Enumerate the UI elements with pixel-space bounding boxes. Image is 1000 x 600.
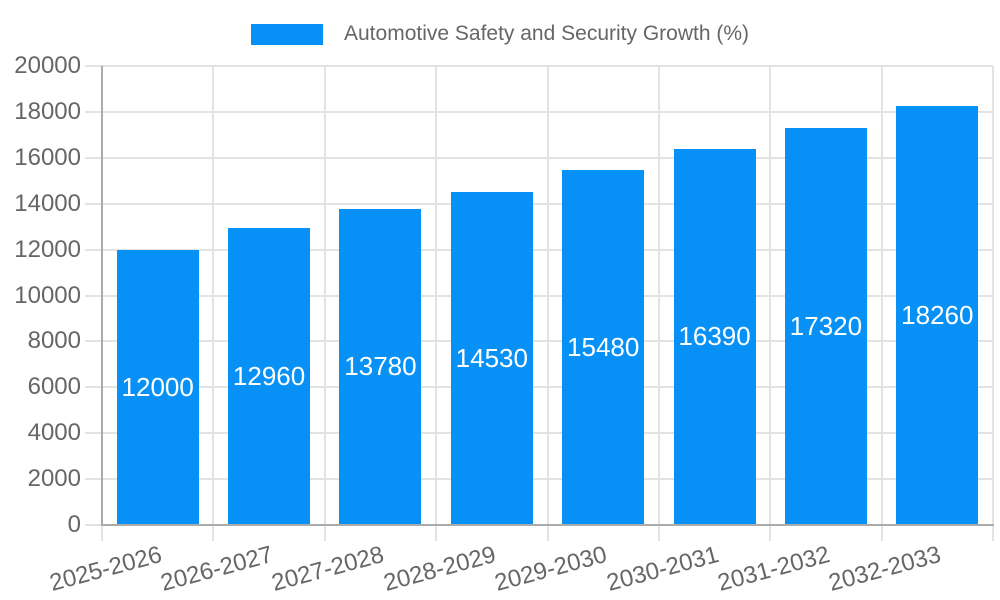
y-tick <box>85 478 102 481</box>
y-axis-tick-label: 8000 <box>27 327 81 355</box>
legend-swatch <box>251 23 323 45</box>
plot-area: 0 2000 4000 6000 8000 10000 12000 14000 16000 180… <box>14 52 994 597</box>
bar[interactable]: 16390 <box>673 148 756 525</box>
y-tick <box>85 386 102 389</box>
y-axis-tick-label: 0 <box>67 511 81 538</box>
x-tick <box>212 525 215 541</box>
x-gridline <box>323 66 326 525</box>
bar[interactable]: 17320 <box>784 127 867 525</box>
bar-value-label: 17320 <box>789 310 863 341</box>
y-axis-tick-label: 10000 <box>14 281 81 309</box>
x-gridline <box>435 66 438 525</box>
y-axis-tick-label: 4000 <box>27 419 81 447</box>
y-tick <box>85 294 102 297</box>
y-axis-tick-label: 14000 <box>14 189 81 217</box>
y-tick <box>85 202 102 205</box>
x-tick <box>435 525 438 541</box>
bar-value-label: 12000 <box>121 371 194 402</box>
legend-label: Automotive Safety and Security Growth (%… <box>344 22 749 45</box>
x-axis-line <box>101 524 994 526</box>
bar[interactable]: 15480 <box>562 169 645 525</box>
x-gridline <box>657 66 660 525</box>
x-gridline <box>992 66 994 525</box>
y-tick <box>85 524 102 526</box>
y-axis-line <box>101 66 103 526</box>
y-tick <box>85 156 102 159</box>
bar[interactable]: 12960 <box>228 227 311 525</box>
x-gridline <box>546 66 549 525</box>
y-tick <box>85 110 102 113</box>
x-gridline <box>212 66 215 525</box>
bar-value-label: 12960 <box>232 360 306 391</box>
y-axis-tick-label: 16000 <box>14 143 81 171</box>
bar[interactable]: 13780 <box>339 208 422 525</box>
y-axis-tick-label: 18000 <box>14 97 81 125</box>
bar[interactable]: 12000 <box>116 249 199 525</box>
bar[interactable]: 18260 <box>896 105 979 525</box>
x-gridline <box>880 66 883 525</box>
y-axis-tick-label: 12000 <box>14 235 81 263</box>
y-tick <box>85 65 102 67</box>
x-tick <box>769 525 772 541</box>
x-tick <box>101 525 103 541</box>
x-tick <box>657 525 660 541</box>
x-tick <box>992 525 994 541</box>
y-axis-tick-label: 6000 <box>27 373 81 401</box>
y-tick <box>85 340 102 343</box>
bar-value-label: 16390 <box>678 321 751 352</box>
y-axis-tick-label: 20000 <box>14 52 81 79</box>
x-tick <box>546 525 549 541</box>
y-tick <box>85 248 102 251</box>
x-tick <box>880 525 883 541</box>
y-axis-tick-label: 2000 <box>27 465 81 493</box>
x-gridline <box>769 66 772 525</box>
bar-value-label: 13780 <box>344 351 417 382</box>
x-tick <box>323 525 326 541</box>
bar-value-label: 14530 <box>455 342 528 373</box>
chart-legend[interactable]: Automotive Safety and Security Growth (%… <box>0 21 1000 47</box>
y-tick <box>85 432 102 435</box>
bar[interactable]: 14530 <box>450 191 533 525</box>
bar-value-label: 18260 <box>901 299 974 330</box>
bar-value-label: 15480 <box>567 331 640 362</box>
